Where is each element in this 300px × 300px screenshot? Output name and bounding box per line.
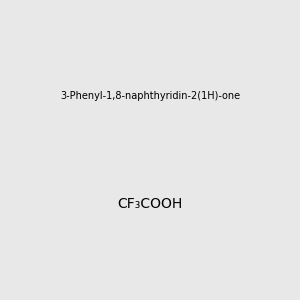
Text: CF₃COOH: CF₃COOH	[117, 197, 183, 211]
Text: 3-Phenyl-1,8-naphthyridin-2(1H)-one: 3-Phenyl-1,8-naphthyridin-2(1H)-one	[60, 91, 240, 101]
